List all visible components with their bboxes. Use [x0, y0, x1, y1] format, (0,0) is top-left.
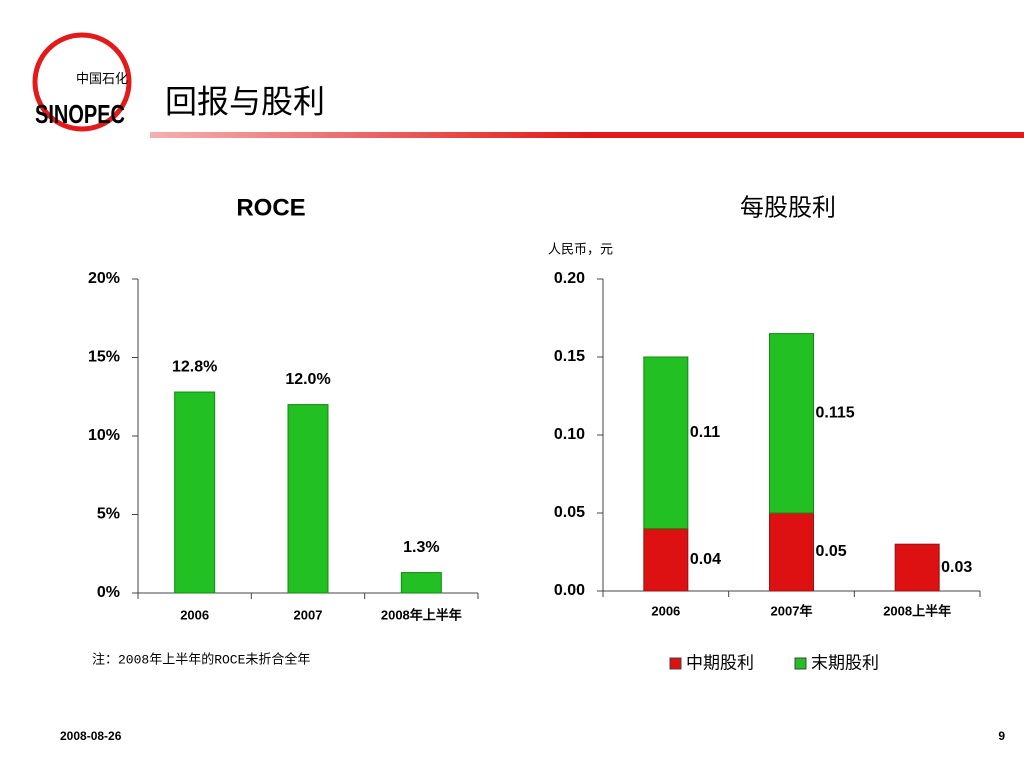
logo-ring: [32, 32, 132, 132]
data-label: 12.0%: [285, 371, 330, 388]
x-tick-label: 2006: [180, 607, 209, 622]
legend-swatch: [794, 657, 807, 670]
y-tick-label: 0.10: [554, 426, 585, 443]
data-label: 0.05: [816, 543, 847, 560]
y-tick-label: 15%: [88, 349, 120, 366]
chart-note: 注：2008年上半年的ROCE未折合全年: [92, 651, 310, 667]
data-label: 0.04: [690, 551, 721, 568]
y-tick-label: 0.00: [554, 582, 585, 599]
bar-segment: [643, 528, 689, 592]
logo-cn: 中国石化: [76, 71, 128, 86]
bar-segment: [643, 356, 689, 530]
bar-segment: [769, 333, 814, 514]
y-tick-label: 0%: [97, 584, 120, 601]
data-label: 0.03: [941, 559, 972, 576]
data-label: 12.8%: [172, 358, 217, 375]
x-tick-label: 2006: [651, 603, 680, 618]
legend-label: 末期股利: [811, 653, 879, 672]
bar: [400, 572, 442, 594]
slide-title: 回报与股利: [165, 83, 325, 119]
y-tick-label: 0.15: [554, 348, 585, 365]
logo: 中国石化 SINOPEC: [32, 32, 132, 132]
footer-date: 2008-08-26: [60, 729, 122, 743]
x-tick-label: 2008上半年: [883, 603, 951, 618]
x-tick-label: 2008年上半年: [381, 607, 462, 622]
logo-en: SINOPEC: [35, 99, 125, 129]
chart-title: 每股股利: [740, 194, 836, 221]
y-tick-label: 5%: [97, 506, 120, 523]
page-number: 9: [998, 729, 1005, 743]
data-label: 1.3%: [403, 539, 439, 556]
data-label: 0.115: [816, 405, 855, 422]
x-tick-label: 2007: [294, 607, 323, 622]
y-tick-label: 20%: [88, 270, 120, 287]
legend-swatch: [669, 657, 682, 670]
y-tick-label: 0.20: [554, 270, 585, 287]
bar: [287, 404, 329, 594]
y-axis-label: 人民币，元: [548, 241, 613, 256]
legend-label: 中期股利: [686, 653, 754, 672]
title-rule: [150, 132, 1024, 138]
data-label: 0.11: [690, 424, 720, 441]
x-tick-label: 2007年: [771, 603, 813, 618]
y-tick-label: 0.05: [554, 504, 585, 521]
bar-segment: [894, 543, 940, 592]
bar-segment: [769, 512, 814, 592]
y-tick-label: 10%: [88, 427, 120, 444]
chart-title: ROCE: [236, 194, 305, 221]
bar: [174, 391, 216, 594]
